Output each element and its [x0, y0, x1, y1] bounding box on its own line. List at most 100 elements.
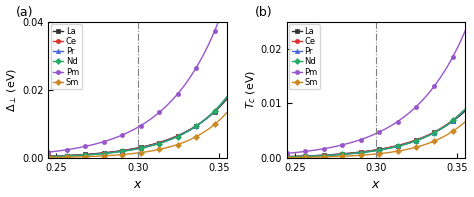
La [296, 155, 302, 157]
Ce [101, 152, 107, 154]
Pr [138, 147, 144, 149]
Nd [64, 155, 70, 157]
Nd [46, 155, 51, 158]
Ce [346, 152, 351, 155]
Pr [444, 124, 450, 126]
Sm [169, 145, 174, 148]
Y-axis label: $T_c$ (eV): $T_c$ (eV) [244, 70, 257, 109]
Ce [89, 153, 94, 155]
La [407, 141, 413, 143]
Sm [64, 156, 70, 158]
Pm [82, 145, 88, 148]
Pm [101, 140, 107, 143]
Ce [113, 151, 119, 153]
Ce [376, 148, 382, 151]
Sm [200, 132, 205, 134]
Pr [309, 155, 314, 157]
Ce [224, 97, 230, 99]
Ce [58, 155, 64, 157]
La [413, 139, 419, 141]
Pm [107, 138, 113, 141]
Pr [450, 119, 456, 122]
Ce [95, 152, 100, 155]
Pr [327, 154, 333, 156]
Nd [101, 152, 107, 155]
Legend: La, Ce, Pr, Nd, Pm, Sm: La, Ce, Pr, Nd, Pm, Sm [51, 24, 82, 89]
Pm [339, 144, 345, 146]
Pr [346, 153, 351, 155]
La [119, 149, 125, 152]
Ce [389, 146, 394, 148]
Ce [175, 135, 181, 137]
Sm [463, 120, 468, 123]
Pm [156, 111, 162, 114]
La [138, 146, 144, 148]
Pr [352, 152, 357, 154]
Pr [95, 153, 100, 155]
La [218, 105, 224, 107]
Nd [95, 153, 100, 155]
Pr [58, 155, 64, 157]
Line: Sm: Sm [284, 120, 467, 160]
La [333, 153, 339, 155]
La [346, 152, 351, 154]
Ce [339, 153, 345, 155]
La [389, 146, 394, 148]
Ce [70, 154, 76, 157]
Pr [218, 104, 224, 106]
Ce [144, 145, 150, 147]
Pm [284, 152, 290, 154]
Nd [284, 156, 290, 158]
Pr [144, 146, 150, 148]
Ce [181, 132, 187, 134]
Line: Ce: Ce [46, 96, 229, 159]
La [456, 115, 462, 117]
Nd [163, 140, 168, 143]
Line: Pr: Pr [46, 95, 229, 159]
Sm [70, 156, 76, 158]
Ce [309, 155, 314, 157]
La [364, 150, 370, 152]
La [187, 128, 193, 131]
Pm [315, 149, 320, 151]
Nd [339, 153, 345, 156]
Ce [358, 151, 364, 153]
X-axis label: $x$: $x$ [133, 178, 143, 191]
Pm [401, 116, 407, 118]
Pr [175, 135, 181, 138]
Nd [138, 147, 144, 149]
Pr [339, 153, 345, 156]
Pm [321, 148, 327, 150]
La [432, 131, 438, 134]
Nd [413, 140, 419, 142]
La [156, 141, 162, 144]
Nd [156, 142, 162, 145]
Pm [144, 121, 150, 123]
Pr [358, 151, 364, 154]
La [212, 111, 218, 113]
La [444, 124, 450, 126]
Sm [413, 146, 419, 148]
Nd [302, 155, 308, 158]
Pm [95, 142, 100, 145]
Nd [107, 152, 113, 154]
La [89, 153, 94, 155]
Nd [450, 119, 456, 122]
Ce [296, 155, 302, 158]
Sm [296, 156, 302, 159]
Nd [321, 154, 327, 157]
Ce [64, 154, 70, 157]
Sm [187, 138, 193, 141]
Sm [333, 155, 339, 158]
La [290, 155, 296, 158]
Pm [150, 116, 156, 119]
Ce [321, 154, 327, 156]
Ce [463, 108, 468, 110]
Sm [426, 142, 431, 145]
Pr [302, 155, 308, 158]
Nd [82, 154, 88, 156]
La [76, 154, 82, 156]
Pr [206, 116, 211, 118]
Ce [206, 116, 211, 118]
Pr [438, 128, 444, 130]
